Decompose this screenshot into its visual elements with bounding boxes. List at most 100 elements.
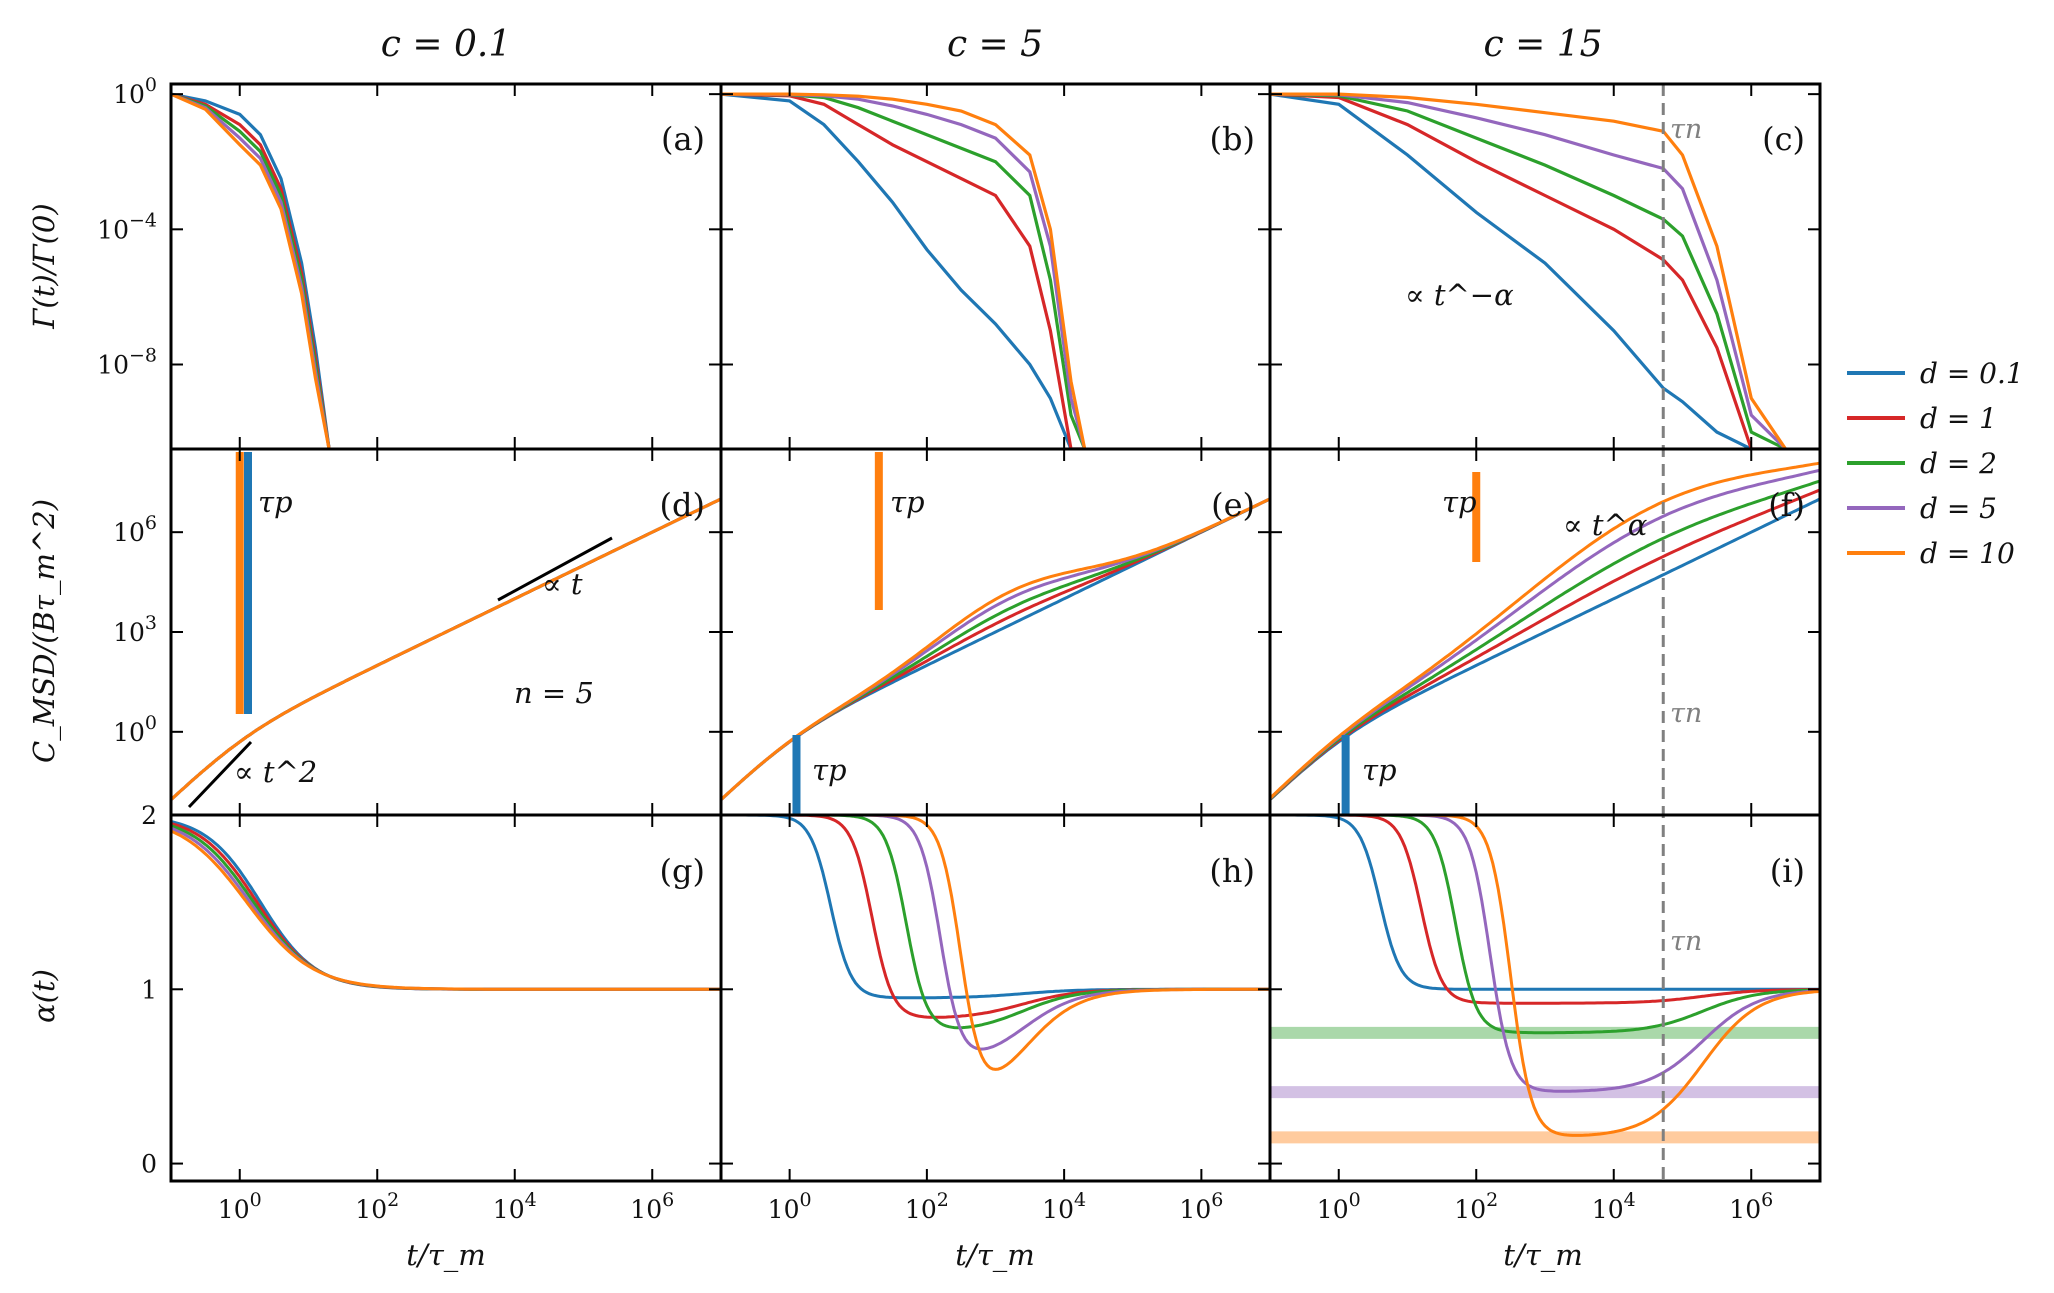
msd-curve-2-d=1	[1270, 488, 1820, 801]
tau-p-label-d: τp	[258, 485, 293, 519]
alpha-curve-1-d=10	[721, 815, 1270, 1071]
ylabel-gamma: Γ(t)/Γ(0)	[27, 203, 61, 329]
panel-label-b: (b)	[1210, 120, 1255, 158]
column-title-c01: c = 0.1	[381, 24, 511, 65]
guide-linear	[497, 536, 613, 602]
legend-label-d10: d = 10	[1920, 537, 2015, 570]
gamma-curve-c5-d=1	[721, 92, 1085, 449]
panel-0-2	[1268, 82, 1822, 451]
y-tick-label: 10−4	[97, 209, 157, 244]
alpha-curve-1-d=1	[721, 815, 1270, 1019]
alpha-curve-1-d=5	[721, 815, 1270, 1051]
x-tick-label: 104	[1042, 1189, 1086, 1224]
panel-label-i: (i)	[1770, 852, 1805, 890]
y-tick-label: 103	[113, 612, 157, 647]
axis-frame	[1268, 82, 1822, 451]
y-tick-label: 10−8	[97, 345, 157, 380]
x-tick-label: 104	[493, 1189, 537, 1224]
alpha-curve-1-d=0.1	[721, 815, 1270, 1000]
panel-2-1	[719, 813, 1272, 1183]
panel-label-h: (h)	[1209, 852, 1255, 890]
y-tick-label: 106	[113, 512, 157, 547]
alpha-curve-2-d=2	[1270, 815, 1820, 1035]
tau-n-label-f: τn	[1670, 698, 1702, 729]
annot-power-law-gamma: ∝ t^−α	[1405, 278, 1514, 312]
x-tick-label: 100	[1317, 1189, 1361, 1224]
x-tick-label: 106	[630, 1189, 674, 1224]
tau-p-label-e-blue: τp	[812, 753, 847, 787]
panel-label-d: (d)	[660, 486, 705, 524]
x-tick-label: 100	[218, 1189, 262, 1224]
gamma-curve-c0.1-d=5	[171, 92, 331, 449]
legend-label-d2: d = 2	[1920, 447, 1997, 480]
column-title-c15: c = 15	[1483, 24, 1602, 65]
text-labels: c = 0.1 c = 5 c = 15 Γ(t)/Γ(0) C_MSD/(Bτ…	[27, 24, 2024, 1273]
axis-frame	[719, 813, 1272, 1183]
gamma-curve-c15-d=2	[1270, 92, 1787, 449]
y-tick-label: 100	[113, 712, 157, 747]
gamma-curve-c5-d=5	[721, 92, 1087, 449]
gamma-curve-c15-d=5	[1270, 92, 1787, 449]
alpha-curve-2-d=1	[1270, 815, 1820, 1005]
x-tick-label: 102	[355, 1189, 399, 1224]
panel-2-2	[1268, 813, 1822, 1183]
tau-n-label-i: τn	[1670, 926, 1702, 957]
msd-curve-1-d=2	[721, 497, 1270, 801]
legend: d = 0.1 d = 1 d = 2 d = 5 d = 10	[1847, 357, 2024, 570]
axis-frame	[169, 813, 723, 1183]
msd-curve-1-d=0.1	[721, 497, 1270, 801]
annot-n-value: n = 5	[514, 676, 594, 710]
msd-curve-2-d=10	[1270, 461, 1820, 800]
tick-labels: 100 10−4 10−8 100 103 106 100 102 104 106 0 1 2 100 10…	[97, 74, 1773, 1224]
alpha-curve-0-d=10	[171, 829, 721, 991]
tau-n-label-c: τn	[1670, 114, 1702, 145]
curves	[171, 84, 1820, 1181]
msd-curve-2-d=2	[1270, 479, 1820, 801]
panel-2-0	[169, 813, 723, 1183]
panel-label-c: (c)	[1762, 120, 1805, 158]
tau-p-label-e-orange: τp	[890, 485, 925, 519]
gamma-curve-c15-d=0.1	[1270, 92, 1786, 449]
plateau-bands	[1270, 1026, 1820, 1144]
panel-label-f: (f)	[1768, 486, 1805, 524]
panel-label-a: (a)	[661, 120, 705, 158]
annot-power-law-msd: ∝ t^α	[1563, 508, 1647, 542]
alpha-curve-2-d=10	[1270, 815, 1820, 1137]
y-tick-label: 1	[141, 975, 157, 1004]
x-tick-label: 102	[1454, 1189, 1498, 1224]
annot-linear: ∝ t	[542, 567, 583, 601]
msd-curve-1-d=10	[721, 497, 1270, 801]
msd-curve-1-d=1	[721, 497, 1270, 801]
legend-label-d1: d = 1	[1920, 402, 1997, 435]
axes-frames	[169, 82, 1822, 1183]
gamma-curve-c5-d=2	[721, 92, 1087, 449]
alpha-curve-2-d=5	[1270, 815, 1820, 1093]
msd-curve-0-d=10	[171, 497, 721, 801]
y-tick-label: 0	[141, 1150, 157, 1179]
guide-ballistic	[187, 740, 253, 809]
panel-label-g: (g)	[660, 852, 705, 890]
alpha-curve-2-d=0.1	[1270, 815, 1820, 991]
y-tick-label: 100	[113, 74, 157, 109]
y-tick-label: 2	[141, 801, 157, 830]
panel-label-e: (e)	[1211, 486, 1255, 524]
xlabel-col3: t/τ_m	[1503, 1238, 1582, 1273]
gamma-curve-c5-d=0.1	[721, 92, 1085, 449]
tau-p-label-f-blue: τp	[1362, 753, 1397, 787]
gamma-curve-c0.1-d=10	[171, 92, 331, 449]
axis-frame	[1268, 813, 1822, 1183]
x-tick-label: 102	[905, 1189, 949, 1224]
gamma-curve-c15-d=10	[1270, 92, 1787, 449]
ylabel-msd: C_MSD/(Bτ_m^2)	[27, 499, 62, 763]
msd-curve-2-d=0.1	[1270, 497, 1820, 801]
column-title-c5: c = 5	[947, 24, 1043, 65]
x-tick-label: 106	[1179, 1189, 1223, 1224]
xlabel-col1: t/τ_m	[406, 1238, 485, 1273]
xlabel-col2: t/τ_m	[955, 1238, 1034, 1273]
ylabel-alpha: α(t)	[27, 969, 61, 1023]
gamma-curve-c5-d=10	[721, 92, 1087, 449]
annot-ballistic: ∝ t^2	[234, 755, 317, 789]
x-tick-label: 106	[1729, 1189, 1773, 1224]
msd-curve-2-d=5	[1270, 468, 1820, 800]
